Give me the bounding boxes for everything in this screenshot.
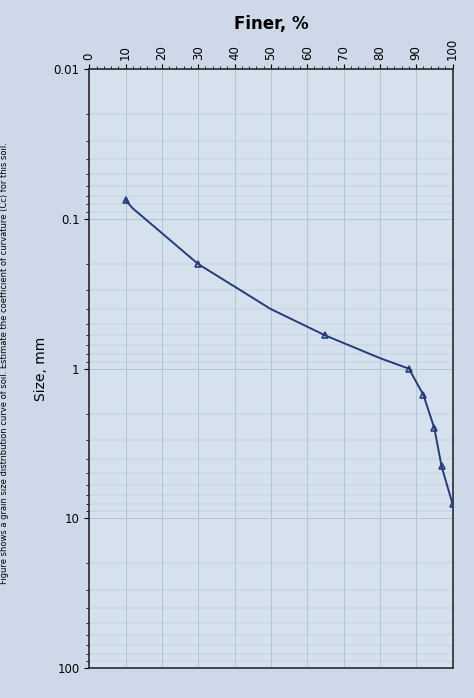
Y-axis label: Size, mm: Size, mm xyxy=(34,336,48,401)
X-axis label: Finer, %: Finer, % xyxy=(234,15,308,33)
Text: Figure shows a grain size distribution curve of soil. Estimate the coefficient o: Figure shows a grain size distribution c… xyxy=(0,142,9,584)
